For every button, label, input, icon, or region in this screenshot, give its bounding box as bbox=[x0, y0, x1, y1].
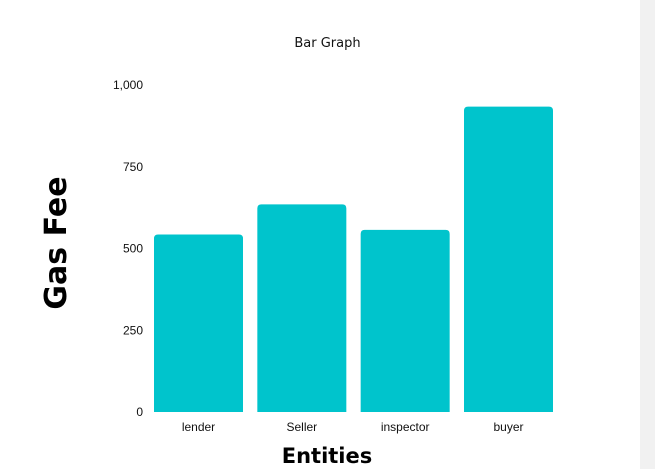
y-tick-labels: 0 250 500 750 1,000 bbox=[113, 78, 143, 419]
x-tick-label: lender bbox=[182, 420, 215, 434]
bar-buyer bbox=[464, 106, 553, 412]
chart-title: Bar Graph bbox=[294, 36, 361, 51]
bar-lender bbox=[154, 234, 243, 412]
y-tick-label: 500 bbox=[123, 242, 143, 256]
x-tick-label: Seller bbox=[286, 420, 317, 434]
bars-group bbox=[154, 106, 553, 412]
y-tick-label: 0 bbox=[136, 405, 143, 419]
bar-inspector bbox=[360, 229, 450, 412]
x-tick-labels: lender Seller inspector buyer bbox=[182, 420, 524, 434]
x-axis-title: Entities bbox=[282, 444, 373, 468]
y-axis-title: Gas Fee bbox=[39, 176, 74, 309]
y-tick-label: 1,000 bbox=[113, 78, 143, 92]
y-tick-label: 250 bbox=[123, 323, 143, 337]
y-tick-label: 750 bbox=[123, 160, 143, 174]
x-tick-label: buyer bbox=[493, 420, 523, 434]
bar-seller bbox=[257, 204, 347, 412]
x-tick-label: inspector bbox=[381, 420, 430, 434]
